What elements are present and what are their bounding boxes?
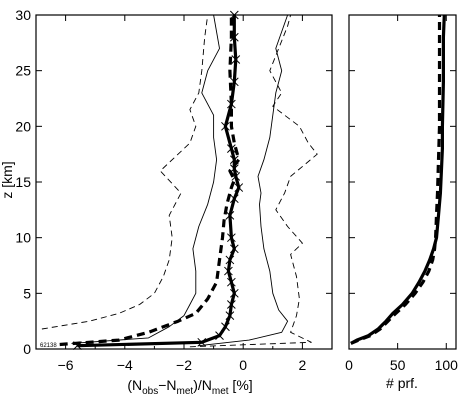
left-y-axis-label: z [km]: [0, 161, 15, 198]
cross-marker: [229, 288, 239, 298]
cross-marker: [234, 183, 244, 192]
cross-marker: [229, 244, 239, 254]
x-tick-label: 50: [390, 357, 406, 373]
y-tick-label: 15: [15, 174, 31, 190]
left-x-axis-label: (Nobs−Nmet)/Nmet [%]: [127, 377, 252, 397]
cross-marker: [215, 331, 224, 340]
y-tick-label: 5: [23, 285, 31, 301]
left-y-ticks: 0 5 10 15 20 25 30: [15, 7, 332, 357]
x-tick-label: −2: [176, 357, 192, 373]
xlabel-sub-met-2: met: [212, 386, 229, 397]
left-panel: −6 −4 −2 0 2 0 5 10 15 20 25 30 62138 z [km] (Nobs…: [0, 7, 333, 397]
x-tick-label: −4: [117, 357, 133, 373]
x-tick-label: 100: [435, 357, 459, 373]
xlabel-sub-obs: obs: [142, 386, 158, 397]
right-x-ticks: 0 50 100: [345, 15, 458, 373]
series-line-thin-dashed: [189, 14, 318, 348]
right-panel: 0 50 100 # prf.: [345, 14, 458, 391]
cross-marker: [221, 121, 230, 131]
series-line-thick-dashed: [59, 15, 241, 347]
cross-marker: [225, 311, 235, 320]
cross-marker: [229, 194, 239, 204]
left-x-ticks: −6 −4 −2 0 2: [35, 15, 333, 373]
cross-marker: [227, 144, 236, 153]
series-line-thin-solid: [198, 14, 289, 347]
xlabel-part-3: )/N: [193, 377, 212, 393]
cross-marker: [231, 55, 241, 64]
xlabel-part-2: −N: [158, 377, 176, 393]
series-line-thin-dashed: [41, 14, 209, 330]
xlabel-part-4: [%]: [229, 377, 253, 393]
right-y-ticks: [349, 14, 456, 350]
y-tick-label: 20: [15, 118, 31, 134]
right-x-axis-label: # prf.: [386, 375, 418, 391]
left-corner-note: 62138: [40, 343, 57, 349]
y-tick-label: 0: [23, 341, 31, 357]
cross-marker: [221, 322, 230, 332]
cross-marker: [227, 300, 236, 309]
cross-marker: [231, 172, 241, 181]
x-tick-label: 0: [239, 357, 247, 373]
y-tick-label: 25: [15, 63, 31, 79]
cross-marker: [227, 99, 236, 109]
xlabel-sub-met-1: met: [177, 386, 194, 397]
x-tick-label: −6: [58, 357, 74, 373]
cross-marker: [224, 266, 233, 276]
series-line-thick-solid-crosses: [77, 15, 241, 348]
y-tick-label: 10: [15, 230, 31, 246]
series-line-thin-solid: [71, 14, 220, 344]
cross-marker: [227, 233, 236, 243]
cross-marker: [227, 277, 236, 287]
x-tick-label: 2: [299, 357, 307, 373]
series-line-thick-solid: [350, 14, 446, 345]
left-plot-frame: [35, 14, 333, 350]
left-series-layer: [41, 10, 318, 351]
cross-marker: [225, 211, 235, 220]
right-series-layer: [350, 14, 446, 345]
x-tick-label: 0: [345, 357, 353, 373]
xlabel-part-1: (N: [127, 377, 142, 393]
y-tick-label: 30: [15, 7, 31, 23]
cross-marker: [225, 255, 235, 265]
series-line-thick-dashed: [350, 15, 442, 345]
